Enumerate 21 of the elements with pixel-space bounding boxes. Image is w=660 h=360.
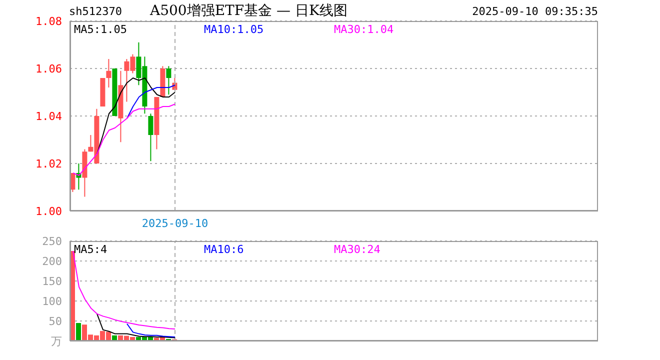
- y-tick-label: 1.06: [36, 62, 62, 76]
- text: MA5:4: [74, 243, 108, 256]
- text: MA30:1.04: [334, 23, 394, 36]
- text: 2025-09-10 09:35:35: [472, 5, 598, 18]
- text: MA10:6: [204, 243, 244, 256]
- y-tick-label: 1.00: [36, 204, 62, 218]
- y-tick-label: 250: [42, 234, 62, 248]
- text: MA5:1.05: [74, 23, 127, 36]
- y-tick-label: 1.08: [36, 14, 62, 28]
- chart-title: A500增强ETF基金 — 日K线图: [150, 2, 348, 20]
- y-tick-label: 万: [51, 334, 62, 348]
- text: MA30:24: [334, 243, 380, 256]
- text: MA10:1.05: [204, 23, 264, 36]
- y-tick-label: 50: [48, 314, 62, 328]
- y-tick-label: 100: [42, 294, 62, 308]
- y-tick-label: 1.02: [36, 157, 62, 170]
- x-tick-label: 2025-09-10: [142, 216, 208, 230]
- y-tick-label: 150: [42, 274, 62, 288]
- y-tick-label: 1.04: [36, 110, 62, 123]
- y-tick-label: 200: [42, 254, 62, 268]
- text: sh512370: [69, 5, 122, 18]
